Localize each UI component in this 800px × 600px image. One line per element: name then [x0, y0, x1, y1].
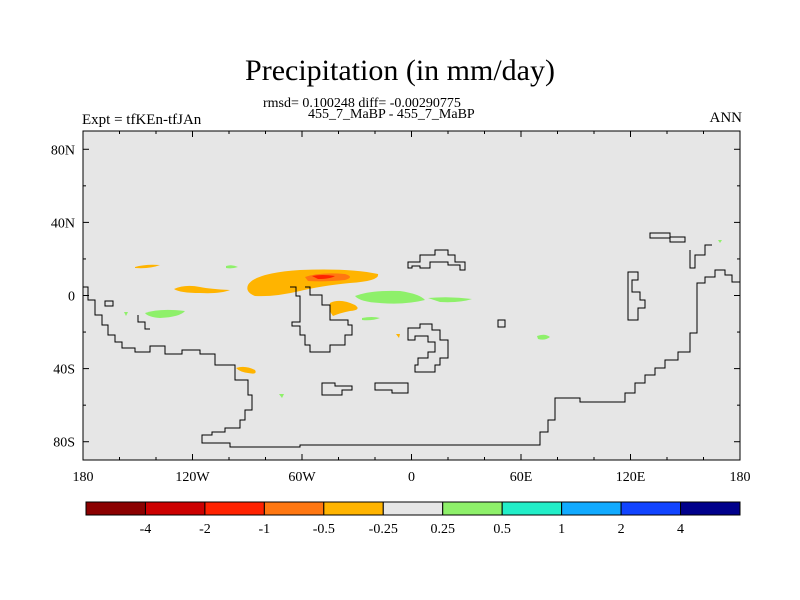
colorbar-label: 0.25: [430, 522, 455, 537]
colorbar-box: [501, 501, 563, 516]
colorbar-label: -0.5: [313, 522, 335, 537]
coastline-land-patch: [321, 382, 353, 396]
anomaly-patches: [124, 240, 722, 398]
anomaly-patch-orange: [329, 300, 358, 316]
lon-tick-label: 180: [73, 470, 94, 485]
lon-tick-label: 120E: [616, 470, 646, 485]
coastline-main: [83, 269, 741, 448]
plot-title: Precipitation (in mm/day): [245, 54, 555, 87]
colorbar-labels: -4 -2 -1 -0.5 -0.25 0.25 0.5 1 2 4: [140, 522, 684, 537]
colorbar-box: [561, 501, 622, 516]
colorbar-box: [382, 501, 444, 516]
axis-tick-labels: 80N 40N 0 40S 80S 180 120W 60W 0 60E 120E 180: [51, 143, 751, 485]
anomaly-patch-orange: [135, 264, 160, 269]
anomaly-patch-green: [124, 312, 128, 316]
coastline-island: [497, 319, 506, 328]
coastline-land-patch: [137, 315, 150, 330]
anomaly-patch-orange: [174, 285, 230, 294]
colorbar-box: [204, 501, 265, 516]
anomaly-patch-green: [355, 290, 425, 304]
plot-subtitle: 455_7_MaBP - 455_7_MaBP: [308, 107, 475, 122]
anomaly-patch-green: [537, 334, 550, 340]
colorbar-label: 1: [558, 522, 565, 537]
colorbar-box: [323, 501, 384, 516]
anomaly-patch-green: [226, 265, 238, 269]
colorbar-box: [680, 501, 741, 516]
lat-tick-label: 0: [68, 290, 75, 305]
coastline-land-patch: [407, 249, 466, 271]
lat-tick-label: 80N: [51, 143, 75, 158]
lat-tick-label: 80S: [53, 436, 75, 451]
anomaly-patch-orange: [396, 334, 400, 338]
coastline-island: [104, 300, 114, 307]
lon-tick-label: 60E: [510, 470, 533, 485]
coastline-land-patch: [407, 323, 449, 373]
anomaly-patch-green: [362, 317, 380, 321]
colorbar-label: 0.5: [493, 522, 511, 537]
anomaly-patch-green: [718, 240, 722, 243]
colorbar-box: [620, 501, 682, 516]
colorbar: [85, 501, 741, 516]
lat-tick-label: 40S: [53, 363, 75, 378]
anomaly-patch-darkred: [312, 275, 335, 279]
lon-tick-label: 180: [730, 470, 751, 485]
anomaly-patch-green: [428, 297, 472, 303]
colorbar-box: [85, 501, 146, 516]
lon-tick-label: 120W: [175, 470, 210, 485]
coastline-land-patch: [649, 232, 686, 243]
axis-ticks: [82, 131, 741, 460]
colorbar-label: -2: [199, 522, 211, 537]
colorbar-box: [144, 501, 206, 516]
lon-tick-label: 60W: [288, 470, 316, 485]
colorbar-box: [263, 501, 325, 516]
anomaly-patch-orange: [236, 366, 256, 374]
lat-tick-label: 40N: [51, 216, 75, 231]
coastline-land-patch: [374, 382, 409, 394]
colorbar-label: -0.25: [369, 522, 398, 537]
season-label: ANN: [709, 110, 743, 126]
colorbar-label: -1: [259, 522, 271, 537]
colorbar-box: [442, 501, 503, 516]
rmsd-diff-stats: rmsd= 0.100248 diff= -0.00290775: [263, 96, 461, 111]
experiment-label: Expt = tfKEn-tfJAn: [82, 112, 202, 128]
colorbar-label: 2: [618, 522, 625, 537]
lon-tick-label: 0: [408, 470, 415, 485]
coastline-land-patch: [689, 244, 712, 269]
continent-outlines: [83, 232, 741, 448]
anomaly-patch-green: [145, 309, 185, 318]
colorbar-label: -4: [140, 522, 152, 537]
coastline-land-patch: [627, 271, 646, 321]
coastline-land-patch: [290, 286, 353, 353]
anomaly-patch-green: [279, 394, 284, 398]
colorbar-label: 4: [677, 522, 684, 537]
